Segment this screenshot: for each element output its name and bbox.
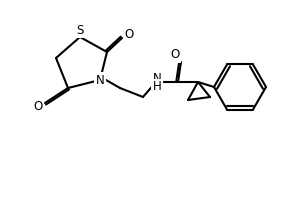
Text: O: O bbox=[124, 28, 134, 42]
Text: O: O bbox=[170, 48, 180, 62]
Text: N: N bbox=[96, 73, 104, 86]
Text: O: O bbox=[33, 99, 43, 112]
Text: S: S bbox=[76, 23, 84, 36]
Text: H: H bbox=[153, 80, 161, 94]
Text: N: N bbox=[153, 72, 161, 86]
